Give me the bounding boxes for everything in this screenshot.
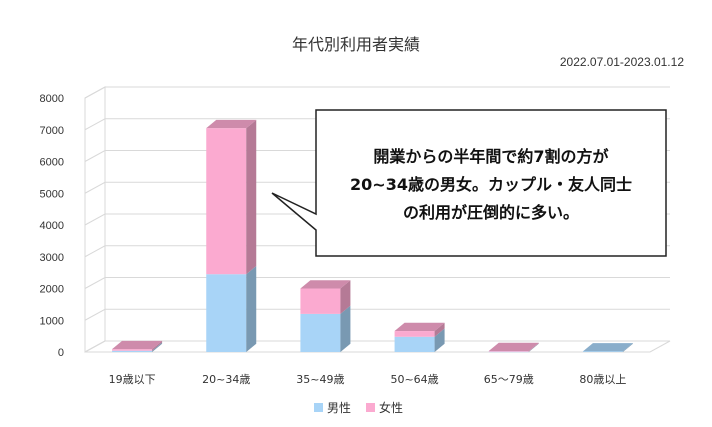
legend-swatch-male — [314, 403, 323, 412]
x-tick-label: 35~49歳 — [296, 373, 344, 386]
bar-side — [340, 280, 351, 314]
y-tick-label: 1000 — [40, 315, 64, 327]
callout-line-1: 開業からの半年間で約7割の方が — [373, 147, 608, 166]
callout: 開業からの半年間で約7割の方が 20~34歳の男女。カップル・友人同士 の利用が… — [271, 109, 667, 257]
chart-period: 2022.07.01-2023.01.12 — [560, 55, 684, 69]
floor — [84, 340, 671, 353]
bar-front — [206, 274, 247, 352]
x-tick-label: 20~34歳 — [202, 373, 250, 386]
y-tick-label: 8000 — [40, 93, 64, 105]
y-tick-label: 3000 — [40, 252, 64, 264]
grid-line — [84, 308, 670, 321]
callout-line-2: 20~34歳の男女。カップル・友人同士 — [350, 175, 632, 194]
y-tick-label: 7000 — [40, 125, 64, 137]
bar-front — [488, 351, 529, 352]
bar-top — [394, 322, 445, 332]
bar-front — [394, 331, 435, 337]
bar-front — [582, 351, 623, 352]
bar-side — [246, 265, 257, 352]
x-tick-label: 19歳以下 — [109, 373, 156, 386]
bar-front — [112, 350, 153, 352]
grid-line — [84, 277, 670, 289]
bars — [112, 119, 633, 353]
callout-bubble — [271, 109, 667, 257]
x-tick-label: 80歳以上 — [579, 373, 626, 386]
legend: 男性 女性 — [314, 400, 403, 415]
bar-side — [152, 340, 163, 351]
chart-title: 年代別利用者実績 — [292, 35, 420, 54]
bar-top — [488, 342, 539, 352]
bar-side — [528, 343, 539, 352]
grid-line — [84, 340, 670, 353]
bar-side — [152, 342, 163, 352]
legend-label-female: 女性 — [379, 400, 403, 415]
bar-top — [112, 340, 163, 350]
callout-line-3: の利用が圧倒的に多い。 — [403, 203, 579, 222]
bar-side — [622, 343, 633, 352]
bar-side — [434, 328, 445, 352]
bar-front — [488, 351, 529, 353]
bar-front — [394, 336, 435, 352]
bar-side — [246, 119, 257, 275]
bar-side — [340, 305, 351, 352]
bar-side — [434, 322, 445, 337]
bar-front — [206, 128, 247, 275]
bar-front — [300, 313, 341, 352]
y-tick-label: 5000 — [40, 188, 64, 200]
bar-top — [300, 280, 351, 289]
bar-top — [206, 119, 257, 129]
legend-label-male: 男性 — [327, 401, 351, 415]
y-tick-label: 4000 — [40, 220, 64, 232]
legend-swatch-female — [366, 403, 375, 412]
bar-side — [528, 342, 539, 352]
y-axis-ticks: 0 1000 2000 3000 4000 5000 6000 7000 8000 — [40, 93, 64, 359]
x-tick-label: 50~64歳 — [390, 373, 438, 386]
x-axis-labels: 19歳以下 20~34歳 35~49歳 50~64歳 65〜79歳 80歳以上 — [109, 373, 627, 386]
bar-top — [582, 343, 633, 352]
y-tick-label: 2000 — [40, 284, 64, 296]
bar-front — [300, 288, 341, 314]
grid-line — [84, 86, 670, 99]
y-tick-label: 0 — [58, 347, 64, 359]
x-tick-label: 65〜79歳 — [484, 373, 534, 386]
y-tick-label: 6000 — [40, 157, 64, 169]
bar-front — [112, 349, 153, 351]
